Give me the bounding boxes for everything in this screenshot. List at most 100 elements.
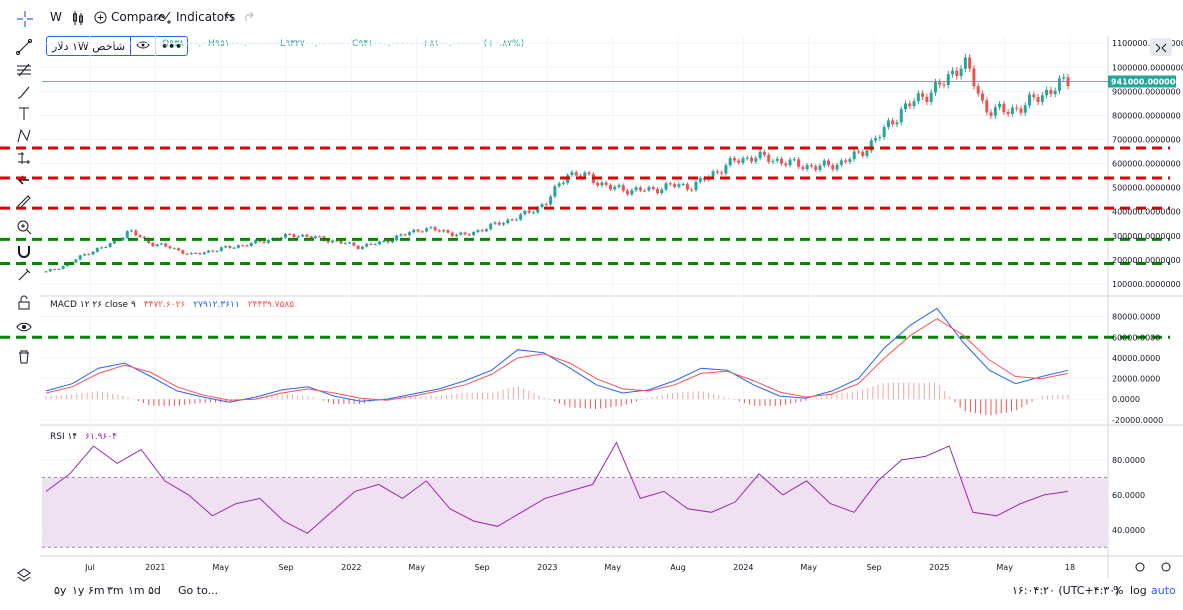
candle-body: [801, 166, 805, 170]
range-5y[interactable]: ۵y: [54, 584, 67, 597]
range-1y[interactable]: ۱y: [72, 584, 85, 597]
candle-body: [326, 240, 330, 243]
candle-body: [331, 240, 335, 243]
candle-body: [690, 189, 694, 191]
candle-body: [382, 240, 386, 242]
log-toggle[interactable]: log: [1130, 584, 1147, 597]
range-6m[interactable]: ۶m: [88, 584, 105, 597]
range-1m[interactable]: ۱m: [128, 584, 145, 597]
candle-body: [797, 159, 801, 167]
visibility-icon[interactable]: [131, 40, 155, 53]
candle-body: [942, 84, 946, 86]
candle-body: [519, 214, 523, 220]
candle-body: [916, 93, 920, 102]
percent-toggle[interactable]: %: [1113, 584, 1124, 597]
candle-body: [177, 248, 181, 251]
candle-body: [48, 269, 52, 272]
price-axes: 100000.0000000 200000.0000000 300000.00000…: [1108, 38, 1183, 572]
candle-body: [1049, 89, 1053, 95]
brush-icon[interactable]: [13, 83, 35, 101]
candle-body: [433, 227, 437, 231]
candle-body: [245, 245, 249, 247]
text-icon[interactable]: [13, 105, 35, 123]
magnet-icon[interactable]: [13, 242, 35, 260]
candle-body: [510, 219, 514, 221]
candle-body: [998, 103, 1002, 108]
eye-icon[interactable]: [13, 318, 35, 336]
candle-body: [185, 253, 189, 255]
candle-body: [1053, 90, 1057, 95]
candle-body: [715, 171, 719, 173]
chart-canvas[interactable]: 100000.0000000 200000.0000000 300000.00000…: [0, 0, 1183, 578]
x-tick-label: May: [212, 563, 229, 572]
trash-icon[interactable]: [13, 348, 35, 366]
candle-body: [506, 219, 510, 224]
prediction-icon[interactable]: [13, 149, 35, 167]
drawing-toolbar: [0, 36, 40, 584]
candle-body: [266, 240, 270, 243]
trend-line-icon[interactable]: [13, 38, 35, 56]
range-5d[interactable]: ۵d: [148, 584, 161, 597]
candle-body: [613, 186, 617, 190]
y-tick-label: 40000.0000: [1112, 354, 1160, 363]
candle-body: [647, 187, 651, 191]
candle-body: [587, 172, 591, 175]
candle-body: [228, 246, 232, 248]
range-3m[interactable]: ۳m: [107, 584, 124, 597]
crosshair-icon[interactable]: [16, 10, 34, 28]
y-tick-label: 80000.0000: [1112, 313, 1160, 322]
candle-body: [767, 154, 771, 162]
y-tick-label: 500000.0000000: [1112, 184, 1181, 193]
time-axis: Jul 2021 May Sep 2022 May Sep 2023 May Aug 2024 May…: [84, 563, 1075, 572]
candle-body: [549, 196, 553, 205]
candle-body: [630, 190, 634, 195]
candle-body: [82, 254, 86, 256]
candle-body: [249, 243, 253, 247]
x-tick-label: Sep: [474, 563, 489, 572]
candle-body: [626, 190, 630, 195]
candle-body: [621, 185, 625, 191]
pattern-icon[interactable]: [13, 127, 35, 145]
zoom-icon[interactable]: [13, 218, 35, 236]
candle-body: [1002, 103, 1006, 113]
candle-body: [390, 240, 394, 243]
candle-body: [446, 230, 450, 233]
candle-body: [728, 158, 732, 166]
candle-body: [643, 190, 647, 192]
auto-toggle[interactable]: auto: [1151, 584, 1176, 597]
candle-body: [74, 259, 78, 263]
candle-body: [895, 122, 899, 125]
layers-icon[interactable]: [13, 566, 35, 584]
rsi-legend[interactable]: RSI ۱۴ ۶۱.۹۶۰۴: [50, 432, 117, 442]
macd-legend[interactable]: MACD ۱۲ ۲۶ close ۹ ۳۴۷۲.۶۰۲۶ ۲۷۹۱۲.۳۶۱۱ …: [50, 300, 294, 310]
candle-body: [459, 232, 463, 235]
candle-body: [634, 187, 638, 191]
undo-icon[interactable]: [224, 10, 236, 22]
y-tick-label: 40.0000: [1112, 526, 1145, 535]
symbol-legend[interactable]: شاخص ۱W دلار •••: [46, 36, 189, 56]
candle-body: [369, 243, 373, 245]
compare-button[interactable]: Compare: [94, 10, 165, 24]
interval-button[interactable]: W: [50, 10, 62, 24]
candle-body: [343, 243, 347, 245]
lock-icon[interactable]: [13, 294, 35, 312]
goto-button[interactable]: Go to...: [178, 584, 219, 597]
candle-body: [121, 237, 125, 241]
candle-body: [980, 93, 984, 101]
candle-body: [651, 187, 655, 190]
fullscreen-icon: [1150, 38, 1172, 56]
candle-body: [655, 189, 659, 194]
chart-type-icon[interactable]: [72, 10, 84, 26]
indicators-button[interactable]: Indicators: [156, 10, 235, 24]
fib-retracement-icon[interactable]: [13, 61, 35, 79]
candle-body: [660, 189, 664, 194]
candle-body: [1032, 94, 1036, 98]
candle-body: [694, 181, 698, 191]
candle-body: [536, 207, 540, 213]
drawing-mode-icon[interactable]: [13, 266, 35, 284]
candle-body: [309, 236, 313, 239]
candle-body: [283, 233, 287, 238]
redo-icon[interactable]: [242, 10, 254, 22]
candle-body: [407, 232, 411, 235]
candle-body: [335, 240, 339, 242]
